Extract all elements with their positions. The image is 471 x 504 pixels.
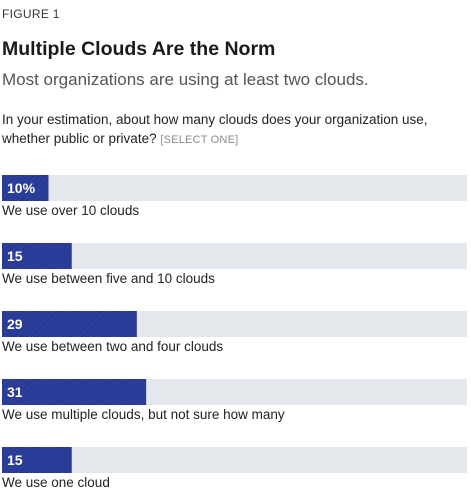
bar bbox=[2, 175, 49, 201]
bar-value-label: 29 bbox=[7, 316, 23, 332]
question-text: In your estimation, about how many cloud… bbox=[2, 112, 428, 146]
survey-question: In your estimation, about how many cloud… bbox=[2, 110, 464, 150]
bar-value-label: 15 bbox=[7, 248, 23, 264]
chart-subtitle: Most organizations are using at least tw… bbox=[2, 70, 369, 89]
question-note: [SELECT ONE] bbox=[160, 134, 239, 146]
category-label: We use over 10 clouds bbox=[2, 203, 140, 218]
category-label: We use one cloud bbox=[2, 475, 110, 490]
bar-value-label: 15 bbox=[7, 452, 23, 468]
bar-track bbox=[2, 243, 467, 269]
bar bbox=[2, 311, 137, 337]
category-label: We use between five and 10 clouds bbox=[2, 271, 215, 286]
figure-label: FIGURE 1 bbox=[2, 7, 60, 21]
chart-title: Multiple Clouds Are the Norm bbox=[2, 38, 276, 60]
bar-value-label: 31 bbox=[7, 384, 23, 400]
bar bbox=[2, 379, 147, 405]
category-label: We use multiple clouds, but not sure how… bbox=[2, 407, 285, 422]
category-label: We use between two and four clouds bbox=[2, 339, 224, 354]
bar bbox=[2, 243, 72, 269]
bar-track bbox=[2, 447, 467, 473]
bar bbox=[2, 447, 72, 473]
bar-value-label: 10% bbox=[7, 180, 36, 196]
bar-track bbox=[2, 175, 467, 201]
